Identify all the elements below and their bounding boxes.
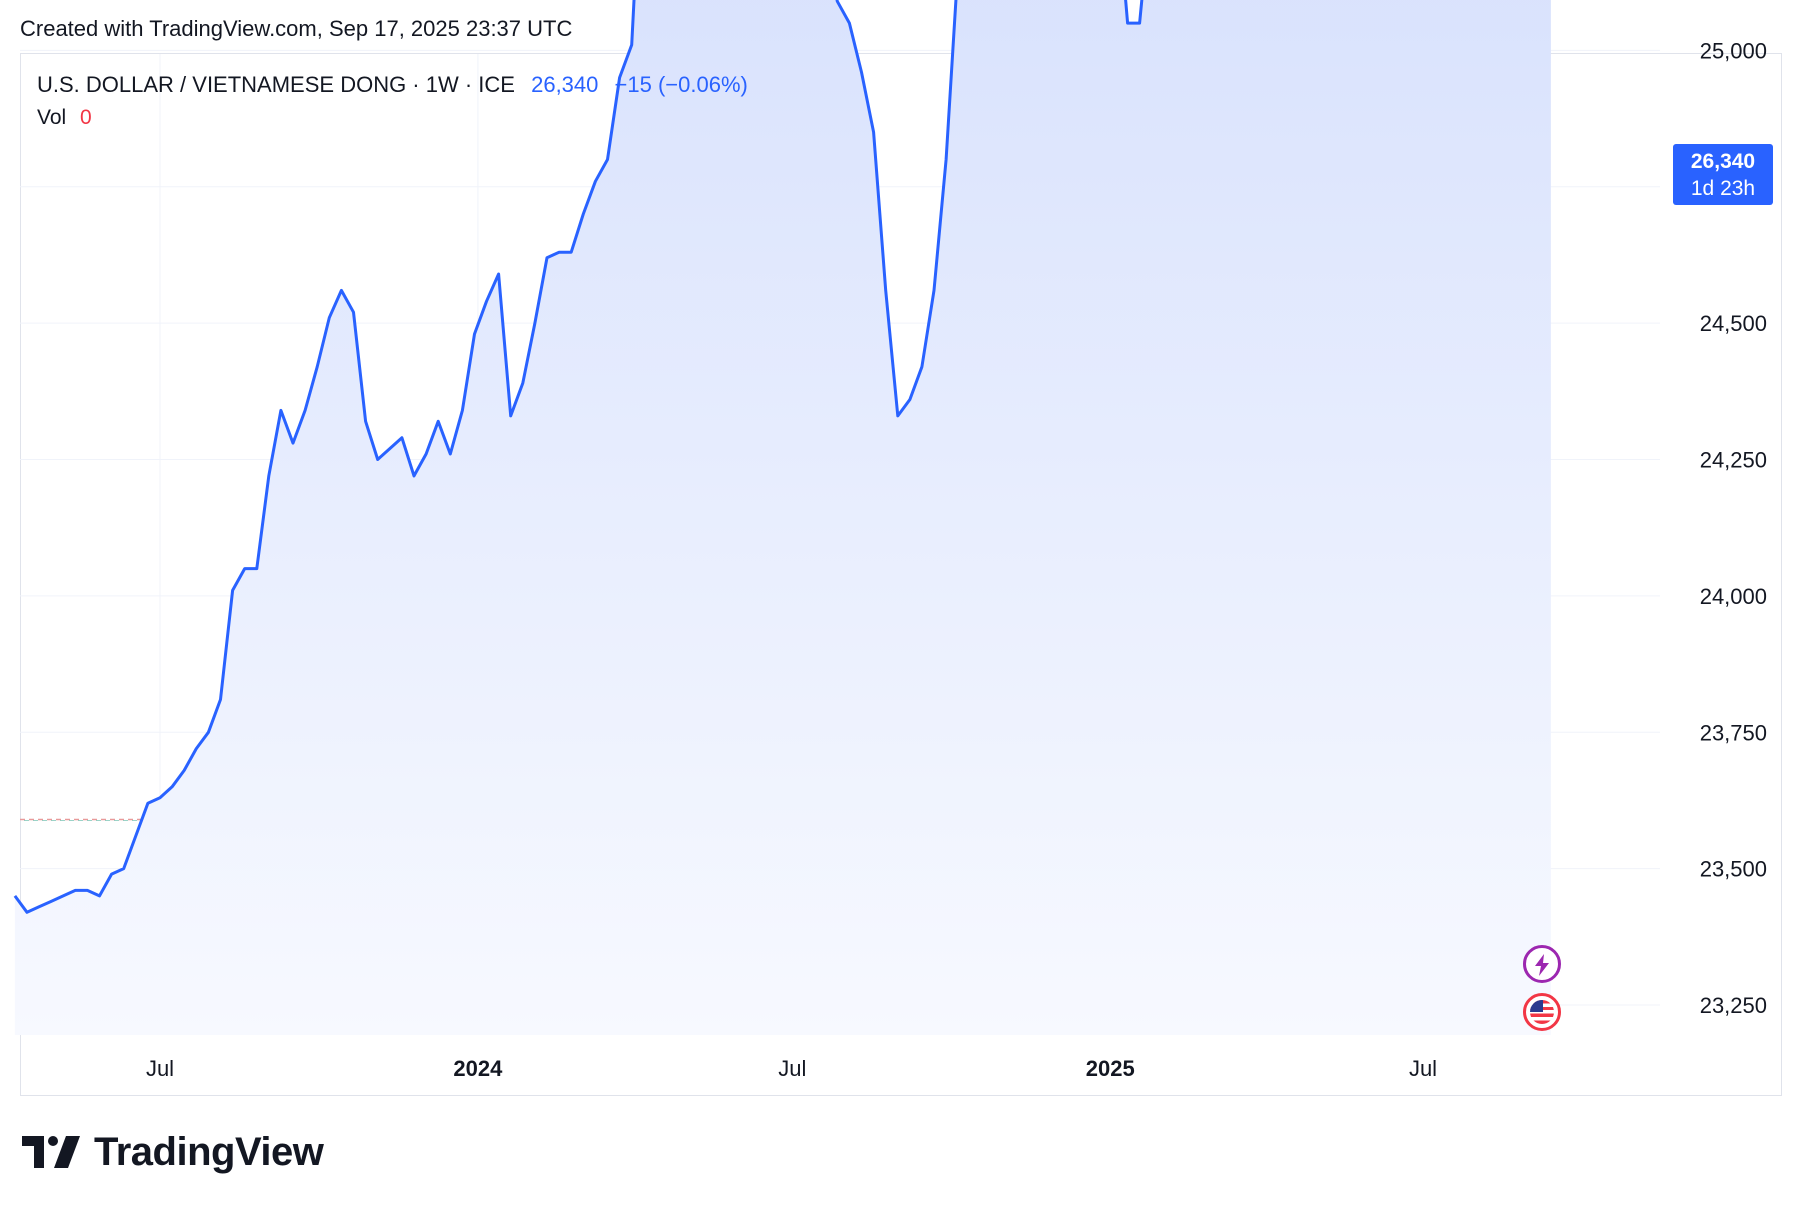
y-tick-label: 24,250 (1700, 448, 1767, 473)
series-line (13, 0, 1144, 914)
x-tick-label: Jul (1409, 1056, 1437, 1081)
y-tick-label: 24,000 (1700, 584, 1767, 609)
bar-countdown: 1d 23h (1690, 177, 1756, 200)
chart-created-caption: Created with TradingView.com, Sep 17, 20… (20, 16, 573, 41)
legend-price: 26,340 (531, 72, 599, 97)
symbol-title[interactable]: U.S. DOLLAR / VIETNAMESE DONG · 1W · ICE (37, 72, 515, 97)
us-flag-icon[interactable] (1523, 993, 1561, 1031)
y-tick-label: 25,000 (1700, 38, 1767, 63)
volume-value: 0 (80, 106, 92, 129)
legend-change: −15 (−0.06%) (614, 72, 748, 97)
last-price-tag-value: 26,340 (1690, 150, 1756, 173)
x-axis: Jul 2024 Jul 2025 Jul (146, 1056, 1437, 1081)
last-price-tag: 26,340 1d 23h (1673, 144, 1773, 205)
x-tick-label: 2024 (453, 1056, 503, 1081)
chart-series (13, 0, 1144, 914)
x-tick-label: Jul (778, 1056, 806, 1081)
chart-frame (20, 53, 1782, 1096)
chart-area (14, 0, 1551, 1035)
y-tick-label: 23,750 (1700, 720, 1767, 745)
lightning-icon[interactable] (1523, 945, 1561, 983)
x-tick-label: 2025 (1086, 1056, 1135, 1081)
tradingview-logo-icon (22, 1136, 80, 1168)
tradingview-logo[interactable]: TradingView (22, 1129, 324, 1174)
brand-name: TradingView (94, 1129, 324, 1174)
y-tick-label: 23,500 (1700, 857, 1767, 882)
volume-legend: Vol 0 (37, 106, 92, 130)
symbol-legend: U.S. DOLLAR / VIETNAMESE DONG · 1W · ICE… (37, 72, 748, 98)
area-fill (14, 0, 1551, 1035)
y-tick-label: 23,250 (1700, 993, 1767, 1018)
volume-label[interactable]: Vol (37, 106, 67, 129)
y-tick-label: 24,500 (1700, 311, 1767, 336)
x-tick-label: Jul (146, 1056, 174, 1081)
